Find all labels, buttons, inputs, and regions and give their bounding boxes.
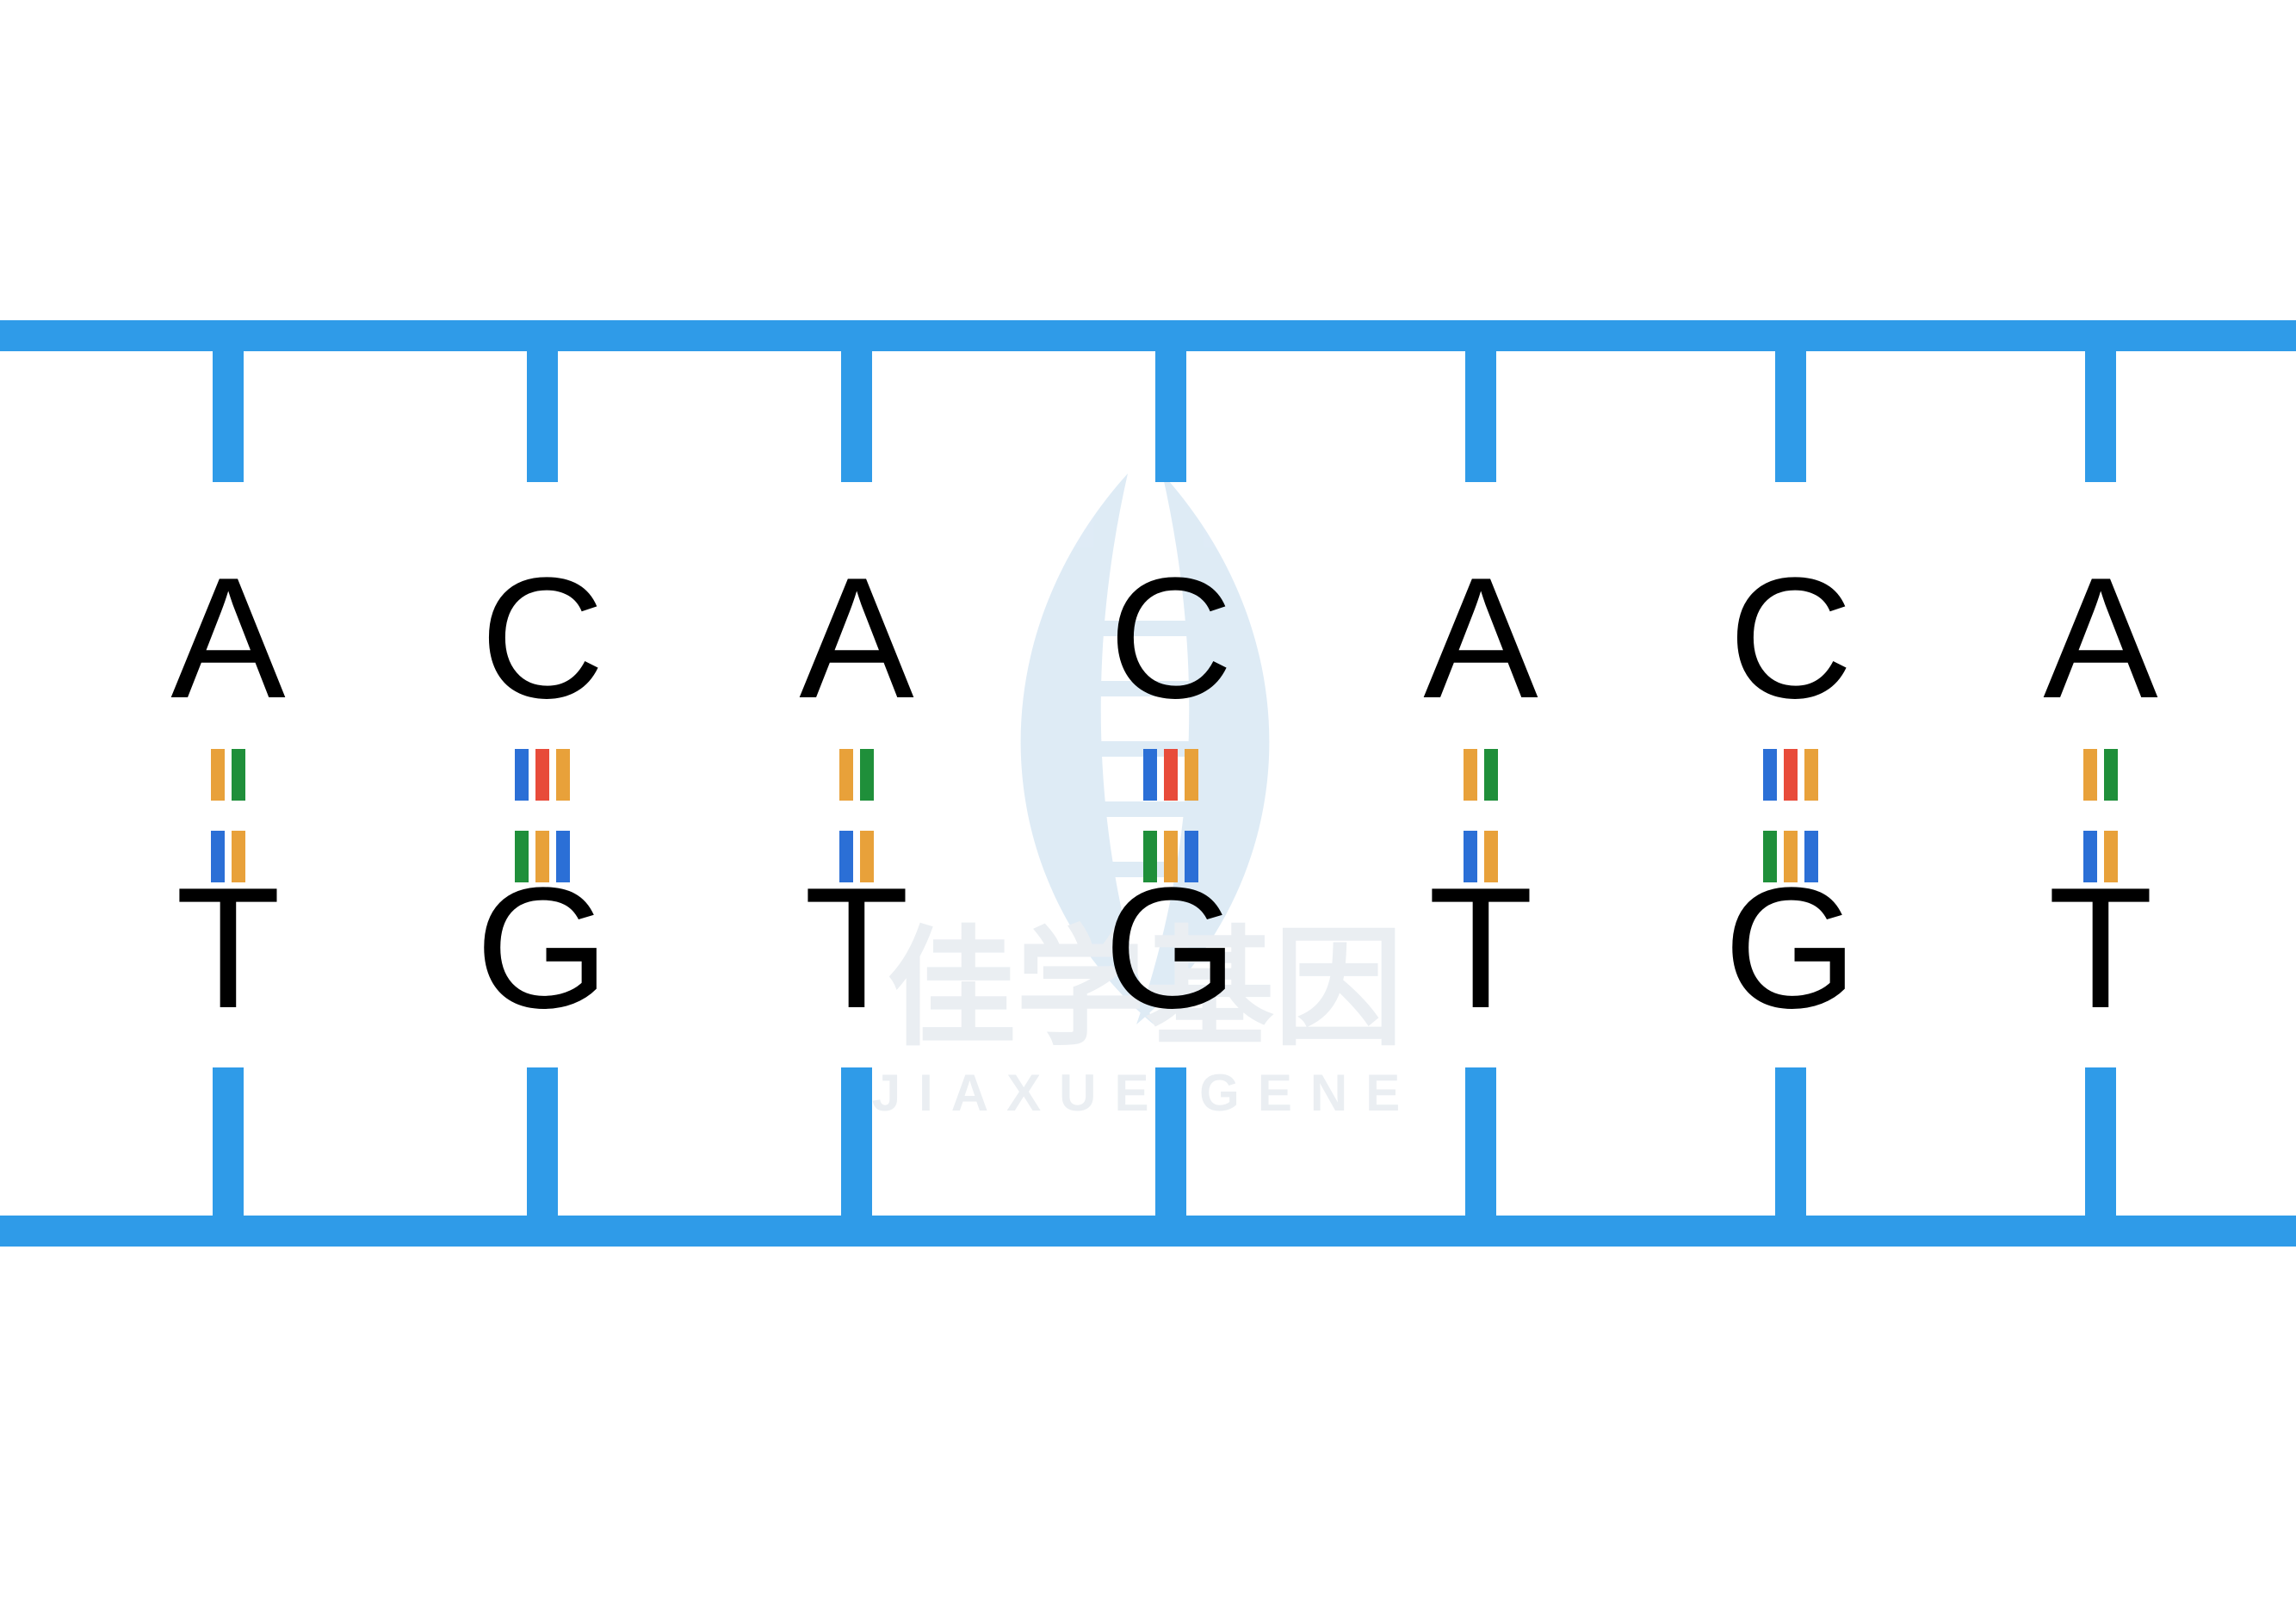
base-top: C — [1729, 542, 1853, 734]
base-top: C — [1109, 542, 1233, 734]
base-top: C — [480, 542, 604, 734]
base-bottom: T — [176, 852, 281, 1044]
base-top: A — [2043, 542, 2158, 734]
base-top: A — [170, 542, 286, 734]
base-top: A — [1423, 542, 1538, 734]
base-bottom: T — [2048, 852, 2153, 1044]
watermark-line2: JIAXUE GENE — [872, 1064, 1418, 1122]
base-bottom: T — [804, 852, 909, 1044]
base-top: A — [799, 542, 914, 734]
base-bottom: T — [1428, 852, 1533, 1044]
